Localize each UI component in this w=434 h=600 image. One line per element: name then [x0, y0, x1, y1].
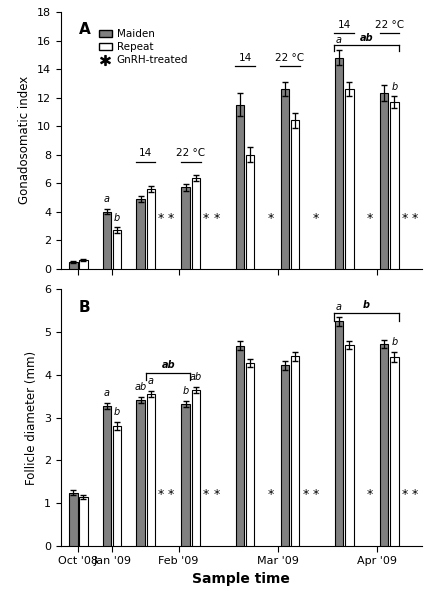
Bar [379, 344, 388, 546]
Text: *: * [401, 488, 407, 501]
Bar [235, 105, 243, 269]
Bar [290, 121, 299, 269]
Text: *: * [302, 488, 308, 501]
Bar [389, 357, 398, 546]
Text: *: * [411, 212, 417, 226]
Bar [280, 365, 289, 546]
Text: *: * [158, 488, 164, 501]
Text: *: * [158, 212, 164, 226]
Bar [344, 89, 353, 269]
Text: ab: ab [359, 32, 373, 43]
Text: *: * [365, 212, 372, 226]
Text: 22 °C: 22 °C [176, 148, 205, 158]
Text: b: b [114, 213, 120, 223]
Bar [379, 93, 388, 269]
Text: ab: ab [134, 382, 146, 392]
Text: *: * [365, 488, 372, 501]
Text: b: b [390, 337, 397, 347]
Text: b: b [362, 300, 369, 310]
Bar [334, 58, 342, 269]
Text: b: b [114, 407, 120, 417]
Bar [69, 262, 77, 269]
Text: *: * [266, 488, 273, 501]
Text: ab: ab [161, 360, 175, 370]
Legend: Maiden, Repeat, GnRH-treated: Maiden, Repeat, GnRH-treated [95, 25, 192, 70]
Text: 14: 14 [337, 20, 350, 30]
Bar [112, 230, 121, 269]
Text: a: a [104, 194, 110, 205]
Bar [245, 155, 254, 269]
Text: *: * [266, 212, 273, 226]
Text: *: * [203, 212, 209, 226]
Text: *: * [312, 212, 318, 226]
Text: 22 °C: 22 °C [275, 53, 304, 62]
Bar [136, 199, 145, 269]
X-axis label: Sample time: Sample time [192, 572, 290, 586]
Text: ab: ab [189, 372, 202, 382]
Text: *: * [168, 488, 174, 501]
Bar [181, 404, 190, 546]
Bar [290, 356, 299, 546]
Bar [146, 189, 155, 269]
Bar [79, 497, 88, 546]
Bar [102, 212, 111, 269]
Text: *: * [411, 488, 417, 501]
Text: a: a [104, 388, 110, 398]
Text: B: B [79, 299, 90, 314]
Text: *: * [203, 488, 209, 501]
Text: *: * [213, 212, 219, 226]
Bar [280, 89, 289, 269]
Text: *: * [213, 488, 219, 501]
Text: *: * [401, 212, 407, 226]
Bar [245, 363, 254, 546]
Bar [191, 390, 200, 546]
Bar [102, 406, 111, 546]
Text: A: A [79, 22, 91, 37]
Text: a: a [335, 302, 341, 313]
Bar [136, 400, 145, 546]
Text: *: * [312, 488, 318, 501]
Bar [389, 102, 398, 269]
Text: a: a [335, 35, 341, 45]
Text: *: * [168, 212, 174, 226]
Bar [181, 187, 190, 269]
Text: 14: 14 [139, 148, 152, 158]
Text: a: a [148, 376, 154, 386]
Text: b: b [390, 82, 397, 92]
Bar [235, 346, 243, 546]
Text: 22 °C: 22 °C [374, 20, 403, 30]
Bar [146, 394, 155, 546]
Bar [69, 493, 77, 546]
Bar [79, 260, 88, 269]
Text: b: b [182, 386, 188, 397]
Text: 14: 14 [238, 53, 251, 62]
Bar [112, 426, 121, 546]
Bar [334, 322, 342, 546]
Y-axis label: Follicle diameter (mm): Follicle diameter (mm) [26, 350, 38, 485]
Bar [191, 178, 200, 269]
Bar [344, 345, 353, 546]
Y-axis label: Gonadosomatic index: Gonadosomatic index [19, 76, 31, 205]
